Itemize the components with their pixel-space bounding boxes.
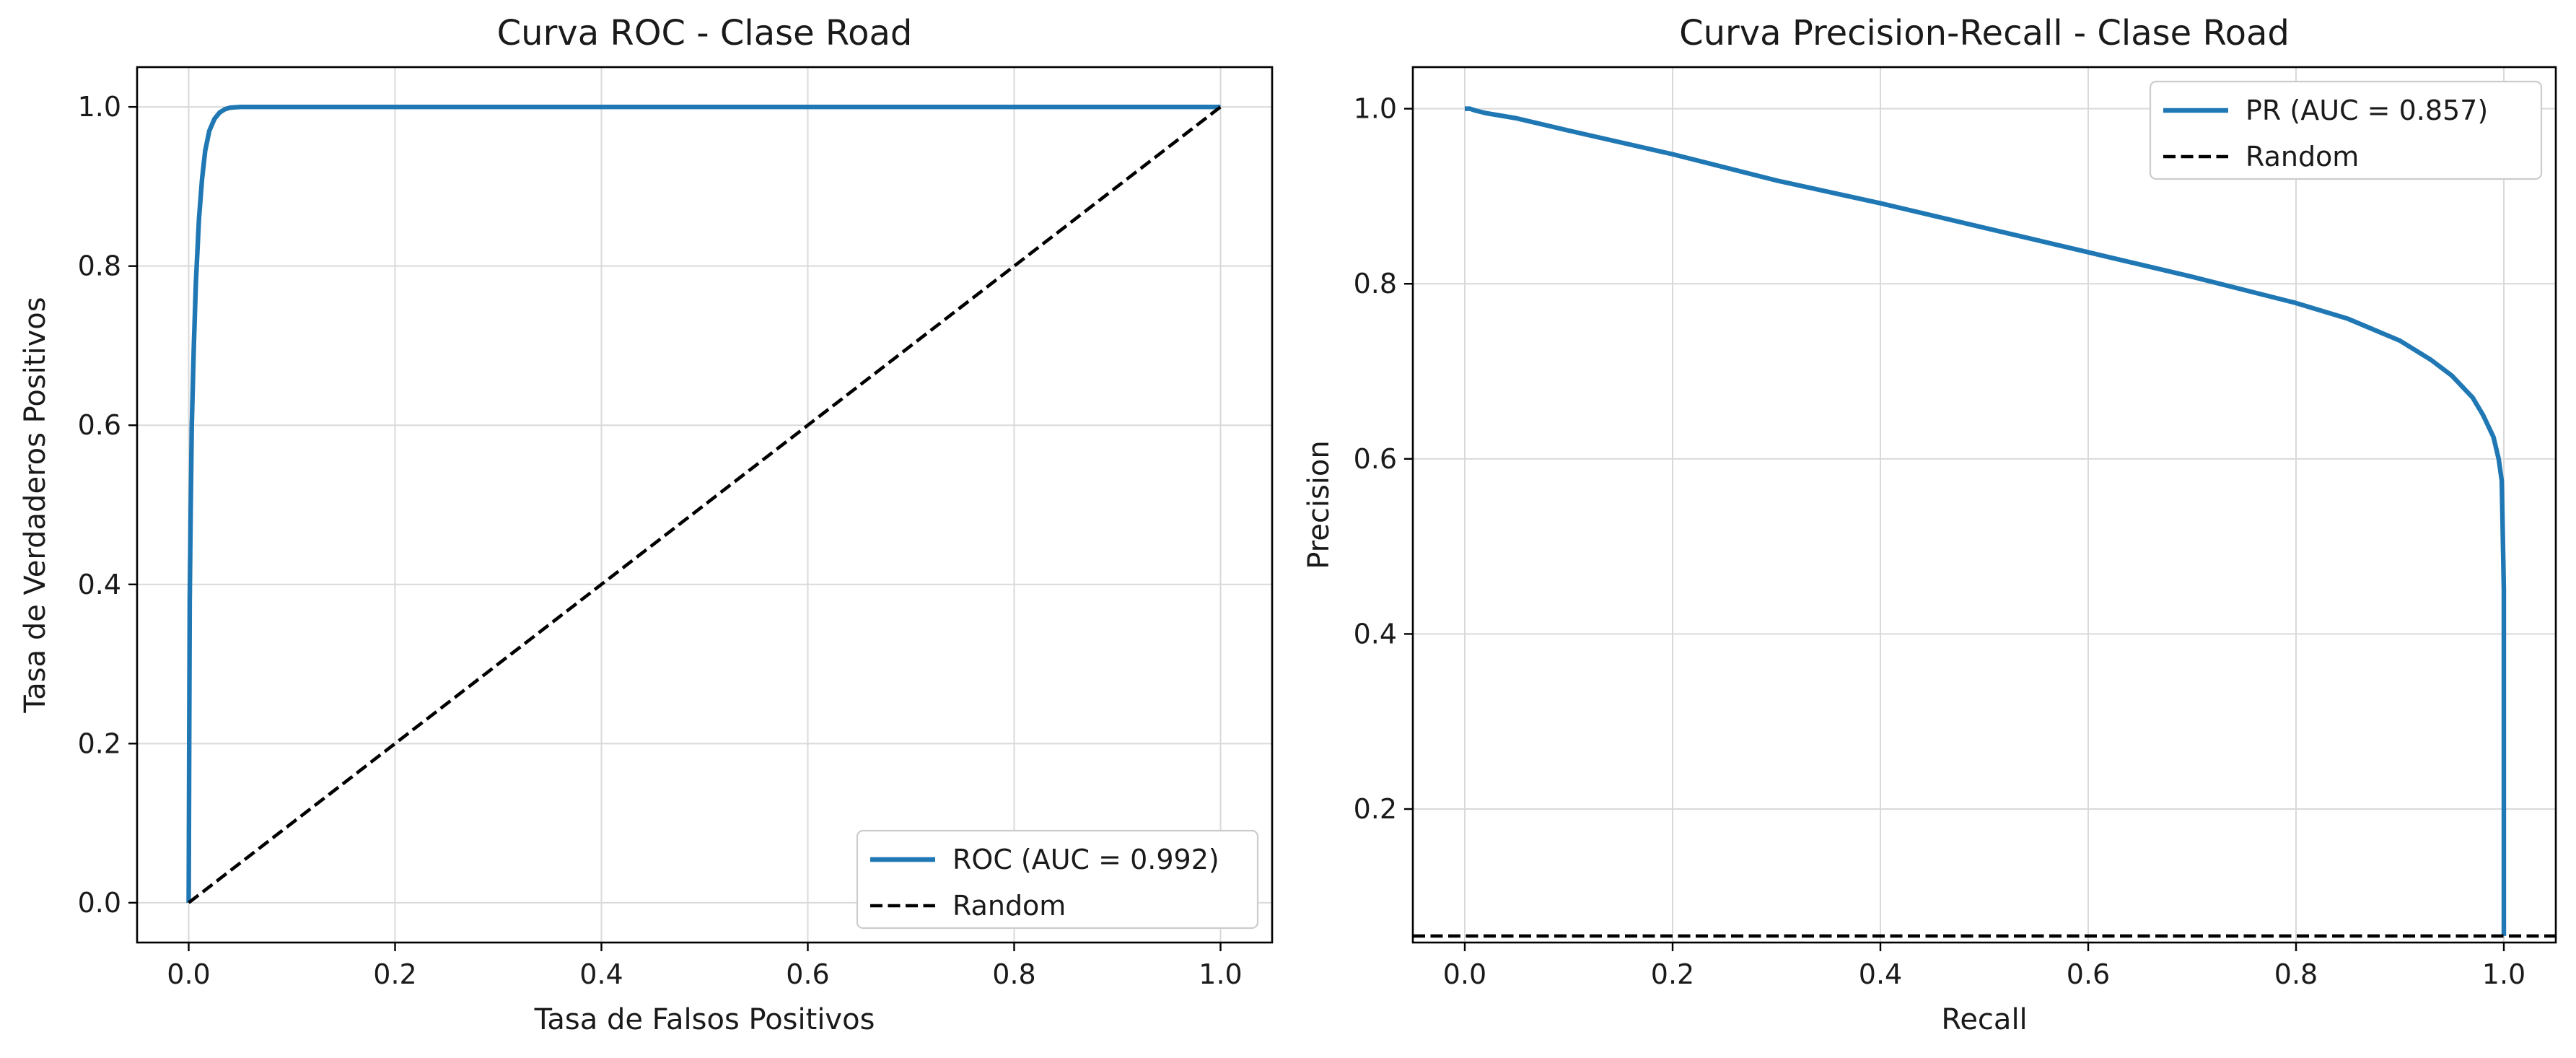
roc-series-line-roc <box>186 104 1221 903</box>
roc-x-tick-label: 1.0 <box>1199 958 1242 990</box>
roc-x-tick-label: 0.4 <box>579 958 623 990</box>
pr-ticks: 0.0 0.2 0.4 0.6 0.8 1.0 0.2 0.4 0.6 0.8 1.0 <box>1354 93 2526 990</box>
roc-x-tick-label: 0.6 <box>786 958 829 990</box>
roc-y-tick-label: 1.0 <box>78 91 121 123</box>
pr-grid <box>1413 67 2556 943</box>
pr-legend: PR (AUC = 0.857) Random <box>2149 80 2543 180</box>
pr-y-tick-label: 0.4 <box>1354 618 1397 650</box>
roc-x-tick-label: 0.2 <box>373 958 416 990</box>
pr-x-tick-label: 1.0 <box>2482 958 2525 990</box>
roc-ticks: 0.0 0.2 0.4 0.6 0.8 1.0 0.0 0.2 0.4 0.6 0.8 1.0 <box>78 91 1243 990</box>
roc-legend-label-roc: ROC (AUC = 0.992) <box>952 844 1219 875</box>
roc-series-layer <box>186 104 1222 904</box>
roc-y-tick-label: 0.0 <box>78 887 121 919</box>
pr-chart-title: Curva Precision-Recall - Clase Road <box>1679 13 2290 53</box>
pr-x-tick-label: 0.2 <box>1651 958 1694 990</box>
roc-y-tick-label: 0.6 <box>78 409 121 441</box>
roc-legend-label-random: Random <box>952 890 1066 922</box>
roc-y-axis-label: Tasa de Verdaderos Positivos <box>19 297 52 713</box>
roc-y-tick-label: 0.8 <box>78 250 121 282</box>
roc-chart-panel: 0.0 0.2 0.4 0.6 0.8 1.0 0.0 0.2 0.4 0.6 0.8 1.0 Cur… <box>19 13 1274 1036</box>
roc-legend: ROC (AUC = 0.992) Random <box>856 829 1259 930</box>
pr-y-axis-label: Precision <box>1302 440 1336 569</box>
pr-y-tick-label: 1.0 <box>1354 93 1397 125</box>
pr-x-tick-label: 0.8 <box>2274 958 2318 990</box>
pr-x-tick-label: 0.0 <box>1443 958 1486 990</box>
pr-y-tick-label: 0.8 <box>1354 268 1397 300</box>
pr-legend-box <box>2149 80 2543 180</box>
pr-x-tick-label: 0.6 <box>2067 958 2110 990</box>
pr-x-tick-label: 0.4 <box>1859 958 1902 990</box>
pr-y-tick-label: 0.6 <box>1354 443 1397 475</box>
roc-axes-frame <box>136 66 1274 944</box>
pr-legend-label-pr: PR (AUC = 0.857) <box>2246 95 2488 126</box>
pr-axes-frame <box>1411 66 2557 944</box>
pr-legend-label-random: Random <box>2246 141 2359 172</box>
pr-chart-panel: 0.0 0.2 0.4 0.6 0.8 1.0 0.2 0.4 0.6 0.8 1.0 Curva … <box>1302 13 2557 1036</box>
pr-x-axis-label: Recall <box>1941 1003 2027 1036</box>
roc-y-tick-label: 0.4 <box>78 569 121 600</box>
roc-chart-title: Curva ROC - Clase Road <box>497 13 913 53</box>
pr-series-layer <box>1413 106 2556 938</box>
roc-x-axis-label: Tasa de Falsos Positivos <box>534 1003 875 1036</box>
roc-legend-box <box>856 829 1259 930</box>
roc-x-tick-label: 0.0 <box>167 958 210 990</box>
pr-series-line-pr <box>1465 106 2507 936</box>
roc-y-tick-label: 0.2 <box>78 727 121 759</box>
roc-x-tick-label: 0.8 <box>992 958 1035 990</box>
roc-series-line-random <box>188 105 1222 904</box>
pr-y-tick-label: 0.2 <box>1354 793 1397 825</box>
